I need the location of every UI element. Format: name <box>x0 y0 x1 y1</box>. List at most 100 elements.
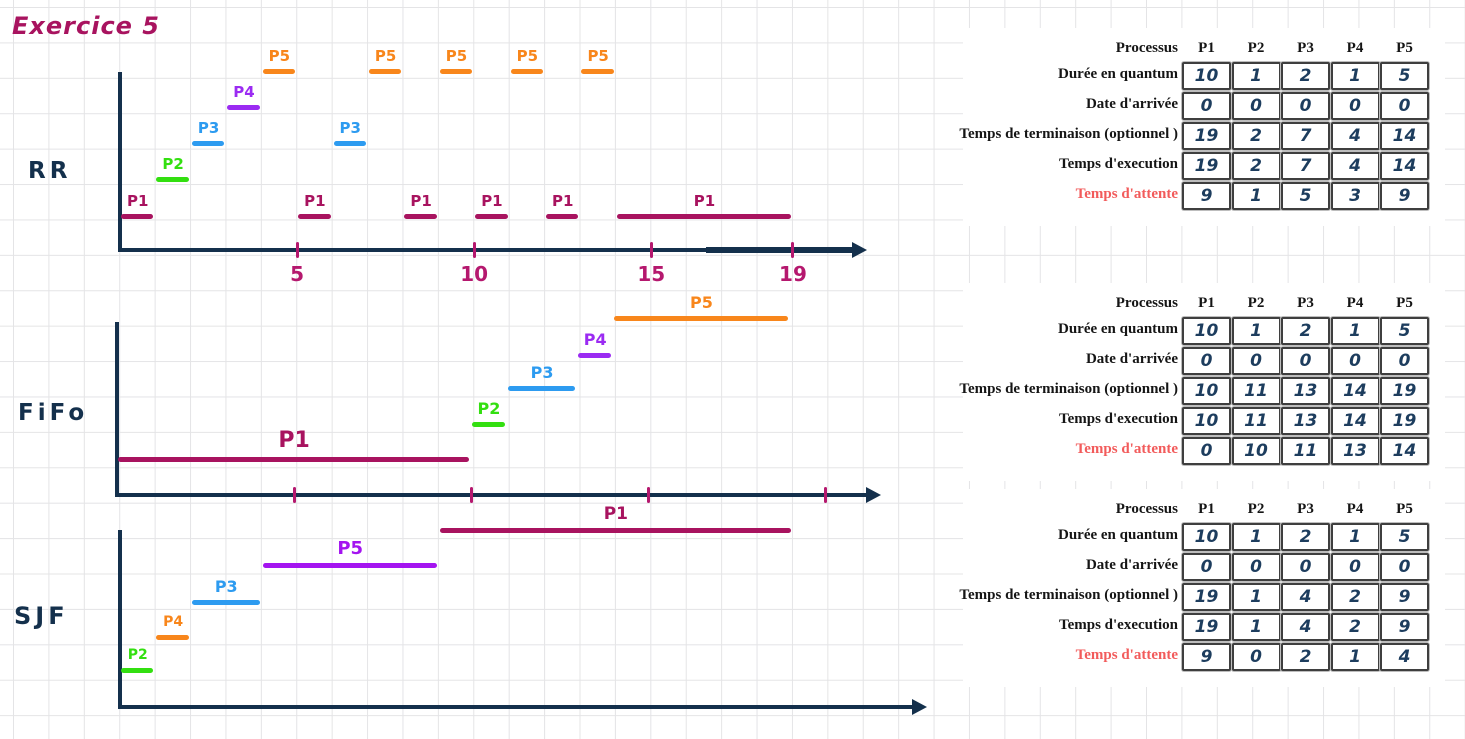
axis-tick <box>292 487 296 503</box>
table-column-header-p1: P1 <box>1198 295 1215 311</box>
table-cell-value: 5 <box>1398 321 1411 341</box>
table-column-header-p1: P1 <box>1198 501 1215 517</box>
table-cell: 13 <box>1281 377 1330 405</box>
table-row-label: Temps d'execution <box>1058 617 1178 633</box>
table-cell-value: 19 <box>1194 156 1219 176</box>
table-cell-value: 0 <box>1349 96 1361 116</box>
table-cell: 2 <box>1281 643 1330 671</box>
table-cell-value: 9 <box>1398 587 1411 607</box>
table-cell-value: 9 <box>1200 186 1213 206</box>
gantt-segment-p5 <box>510 69 544 74</box>
table-cell-value: 10 <box>1194 381 1219 401</box>
table-cell: 2 <box>1281 523 1330 551</box>
table-column-header-p2: P2 <box>1247 295 1265 311</box>
table-cell: 0 <box>1380 553 1429 581</box>
table-cell: 10 <box>1182 317 1231 345</box>
table-row-label: Date d'arrivée <box>1085 96 1178 112</box>
table-header-processus: Processus <box>1115 295 1178 311</box>
table-cell-value: 1 <box>1349 66 1361 86</box>
gantt-segment-p5 <box>613 316 788 321</box>
gantt-segment-label-p3: P3 <box>339 119 361 137</box>
process-table-fifo: Processus P1 P2 P3 P4 P5 Durée en quantum 10 1 2 1… <box>959 283 1445 481</box>
gantt-segment-p2 <box>156 177 189 182</box>
table-cell: 0 <box>1281 347 1330 375</box>
gantt-segment-p4 <box>156 635 189 640</box>
table-cell-value: 0 <box>1250 647 1262 667</box>
table-row-label: Durée en quantum <box>1057 321 1178 337</box>
gantt-segment-label-p4: P4 <box>583 330 607 349</box>
table-cell-value: 9 <box>1398 617 1411 637</box>
table-cell: 11 <box>1231 377 1281 405</box>
table-cell-value: 5 <box>1299 186 1312 206</box>
table-column-header-p3: P3 <box>1297 40 1314 56</box>
gantt-segment-label-p5: P5 <box>337 538 364 559</box>
table-cell: 1 <box>1330 62 1380 90</box>
table-cell-value: 14 <box>1392 126 1417 146</box>
table-cell-value: 2 <box>1299 647 1312 667</box>
table-cell: 9 <box>1182 643 1231 671</box>
table-cell-value: 13 <box>1343 441 1367 461</box>
table-row-label: Temps d'attente <box>1075 441 1178 457</box>
axis-tick <box>295 242 299 258</box>
table-cell: 0 <box>1330 553 1380 581</box>
table-cell: 9 <box>1380 613 1429 641</box>
gantt-segment-p1 <box>616 214 791 219</box>
table-cell: 11 <box>1281 437 1330 465</box>
gantt-segment-label-p4: P4 <box>233 83 255 101</box>
table-cell: 10 <box>1231 437 1281 465</box>
gantt-segment-label-p4: P4 <box>163 614 184 630</box>
gantt-segment-label-p5: P5 <box>689 293 713 312</box>
axis-tick-label: 5 <box>290 262 305 286</box>
table-cell-value: 2 <box>1250 126 1262 146</box>
gantt-segment-p5 <box>368 69 402 74</box>
x-axis-arrow-icon <box>852 242 867 258</box>
table-cell: 0 <box>1231 643 1281 671</box>
table-cell-value: 2 <box>1299 321 1312 341</box>
table-cell-value: 0 <box>1349 351 1361 371</box>
table-cell-value: 0 <box>1299 557 1312 577</box>
gantt-segment-label-p2: P2 <box>127 647 148 663</box>
table-cell: 1 <box>1330 523 1380 551</box>
table-cell-value: 4 <box>1299 587 1312 607</box>
table-cell-value: 4 <box>1349 156 1361 176</box>
table-cell-value: 4 <box>1349 126 1361 146</box>
table-cell: 1 <box>1330 643 1380 671</box>
table-header-processus: Processus <box>1115 40 1178 56</box>
gantt-segment-p5 <box>439 69 473 74</box>
table-cell: 1 <box>1231 317 1281 345</box>
table-cell: 0 <box>1330 347 1380 375</box>
table-column-header-p5: P5 <box>1396 295 1413 311</box>
table-cell: 0 <box>1281 92 1330 120</box>
table-cell: 5 <box>1380 523 1429 551</box>
table-cell: 1 <box>1231 523 1281 551</box>
table-cell-value: 0 <box>1299 351 1312 371</box>
table-cell-value: 11 <box>1293 441 1318 461</box>
table-row-label: Temps de terminaison (optionnel ) <box>959 126 1178 142</box>
table-cell: 10 <box>1182 377 1231 405</box>
table-cell: 7 <box>1281 152 1330 180</box>
gantt-segment-p1 <box>475 214 508 219</box>
table-cell: 4 <box>1281 583 1330 611</box>
process-table-sjf: Processus P1 P2 P3 P4 P5 Durée en quantum 10 1 2 1… <box>959 489 1445 687</box>
gantt-segment-p1 <box>118 457 470 462</box>
table-cell-value: 5 <box>1398 527 1411 547</box>
y-axis <box>115 322 119 497</box>
table-cell-value: 1 <box>1250 527 1262 547</box>
axis-tick <box>469 487 473 503</box>
table-cell-value: 10 <box>1194 527 1219 547</box>
table-column-header-p4: P4 <box>1346 40 1364 56</box>
table-cell: 14 <box>1380 437 1429 465</box>
table-cell-value: 1 <box>1250 321 1262 341</box>
gantt-segment-p1 <box>298 214 331 219</box>
table-cell: 9 <box>1182 182 1231 210</box>
chart-label-rr: RR <box>28 158 72 184</box>
table-cell: 13 <box>1281 407 1330 435</box>
table-row-label: Temps de terminaison (optionnel ) <box>959 587 1178 603</box>
table-cell-value: 11 <box>1244 381 1268 401</box>
x-axis <box>118 248 852 252</box>
gantt-segment-p3 <box>191 600 260 605</box>
table-cell-value: 2 <box>1349 617 1361 637</box>
table-cell-value: 9 <box>1200 647 1213 667</box>
table-cell-value: 19 <box>1194 587 1219 607</box>
